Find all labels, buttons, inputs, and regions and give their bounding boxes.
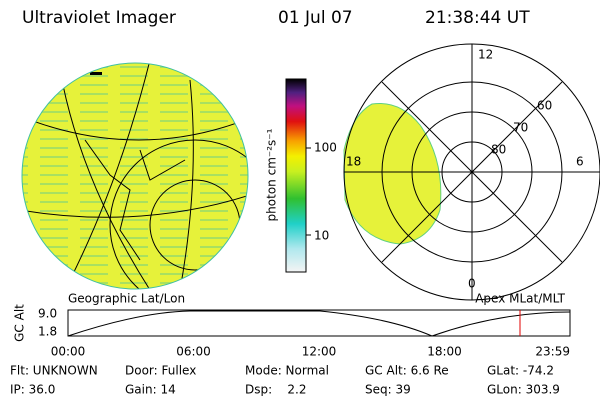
status-field: Flt: UNKNOWN: [10, 364, 98, 378]
caption: Geographic Lat/Lon: [68, 292, 185, 306]
mlt-label: 0: [468, 277, 476, 291]
altitude-min: 1.8: [38, 325, 57, 339]
mlat-label: 60: [537, 99, 552, 113]
caption: Apex MLat/MLT: [475, 292, 565, 306]
status-field: IP: 36.0: [10, 383, 55, 397]
status-field: GLon: 303.9: [487, 383, 560, 397]
status-field: Mode: Normal: [245, 364, 329, 378]
time-tick: 12:00: [302, 345, 337, 359]
polar-plot: [343, 43, 600, 301]
mlat-label: 80: [491, 143, 506, 157]
instrument: Ultraviolet Imager: [22, 8, 176, 28]
time-tick: 23:59: [535, 345, 570, 359]
time: 21:38:44 UT: [425, 8, 530, 28]
colorbar-tick: 100: [314, 141, 337, 155]
status-field: Seq: 39: [365, 383, 411, 397]
status-field: GC Alt: 6.6 Re: [365, 364, 449, 378]
colorbar-label: photon cm⁻²s⁻¹: [265, 128, 279, 221]
mlt-label: 18: [346, 155, 361, 169]
colorbar-tick: 10: [314, 229, 329, 243]
time-tick: 18:00: [427, 345, 462, 359]
time-tick: 00:00: [51, 345, 86, 359]
status-field: GLat: -74.2: [487, 364, 554, 378]
status-field: Gain: 14: [125, 383, 176, 397]
altitude-max: 9.0: [38, 307, 57, 321]
mlt-label: 12: [478, 48, 493, 62]
mlt-label: 6: [576, 155, 584, 169]
colorbar: [285, 78, 307, 273]
globe-outline: [21, 62, 249, 290]
time-tick: 06:00: [176, 345, 211, 359]
altitude-curve: [67, 310, 571, 337]
status-field: Dsp: 2.2: [245, 383, 307, 397]
mlat-label: 70: [513, 121, 528, 135]
globe-image: [22, 63, 248, 289]
altitude-label: GC Alt: [13, 304, 27, 342]
status-field: Door: Fullex: [125, 364, 196, 378]
date: 01 Jul 07: [278, 8, 353, 28]
altitude-frame: [67, 309, 571, 337]
